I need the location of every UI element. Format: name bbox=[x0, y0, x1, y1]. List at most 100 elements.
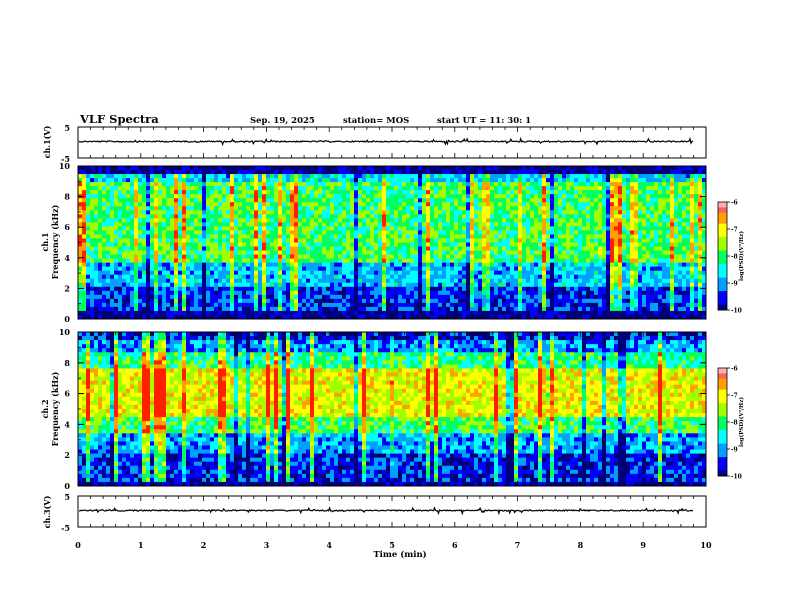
spec1-cell bbox=[330, 222, 335, 227]
spec1-cell bbox=[154, 258, 159, 264]
spec1-cell bbox=[462, 194, 467, 199]
spec1-cell bbox=[598, 198, 603, 203]
spec1-cell bbox=[218, 178, 223, 183]
spec1-cell bbox=[126, 178, 131, 183]
spec1-cell bbox=[310, 170, 315, 175]
spec1-cell bbox=[394, 250, 399, 255]
spec1-cell bbox=[126, 206, 131, 211]
spec1-cell bbox=[286, 190, 291, 195]
spec1-cell bbox=[130, 166, 135, 171]
spec1-cell bbox=[494, 310, 499, 316]
spec1-cell bbox=[302, 274, 307, 280]
spec1-cell bbox=[86, 230, 91, 235]
spec1-cell bbox=[310, 206, 315, 211]
spec1-cell bbox=[118, 246, 123, 251]
spec1-cell bbox=[178, 210, 183, 215]
spec1-cell bbox=[482, 166, 487, 171]
spec1-cell bbox=[554, 202, 559, 207]
spec1-cell bbox=[290, 230, 295, 235]
spec1-cell bbox=[210, 202, 215, 207]
spec1-cell bbox=[98, 270, 103, 276]
spec1-cell bbox=[466, 274, 471, 280]
spec1-cell bbox=[122, 290, 127, 296]
spec1-cell bbox=[334, 286, 339, 292]
spec1-cell bbox=[102, 290, 107, 296]
spec1-cell bbox=[98, 186, 103, 191]
spec1-cell bbox=[314, 194, 319, 199]
spec1-cell bbox=[130, 302, 135, 308]
spec1-cell bbox=[486, 274, 491, 280]
spec1-cell bbox=[226, 202, 231, 207]
spec1-cell bbox=[358, 306, 363, 312]
spec1-cell bbox=[178, 242, 183, 247]
spec1-cell bbox=[98, 250, 103, 255]
spec1-cell bbox=[102, 258, 107, 264]
spec1-cell bbox=[358, 190, 363, 195]
spec1-cell bbox=[594, 234, 599, 239]
spec1-cell bbox=[218, 214, 223, 219]
spec1-cell bbox=[534, 206, 539, 211]
spec1-cell bbox=[518, 234, 523, 239]
spec1-cell bbox=[494, 178, 499, 183]
spec1-cell bbox=[558, 250, 563, 255]
spec1-cell bbox=[334, 190, 339, 195]
spec1-cell bbox=[558, 238, 563, 243]
spec1-cell bbox=[234, 238, 239, 243]
spec1-cell bbox=[222, 254, 227, 260]
spec1-cell bbox=[410, 274, 415, 280]
spec1-cell bbox=[262, 254, 267, 260]
spec1-cell bbox=[114, 222, 119, 227]
spec1-cell bbox=[382, 222, 387, 227]
spec1-cell bbox=[590, 206, 595, 211]
spec1-cell bbox=[134, 314, 139, 320]
spec1-cell bbox=[518, 230, 523, 235]
spec1-cell bbox=[538, 178, 543, 183]
spec1-cell bbox=[194, 198, 199, 203]
spec1-cell bbox=[106, 218, 111, 223]
spec1-cell bbox=[506, 190, 511, 195]
spec1-cell bbox=[414, 314, 419, 320]
spec1-cell bbox=[90, 270, 95, 276]
spec1-cell bbox=[522, 242, 527, 247]
spec1-cell bbox=[390, 294, 395, 300]
spec1-cell bbox=[126, 286, 131, 292]
spec1-cell bbox=[402, 258, 407, 264]
spec1-cell bbox=[262, 198, 267, 203]
spec1-cell bbox=[178, 290, 183, 296]
spec1-cell bbox=[378, 290, 383, 296]
spec1-cell bbox=[346, 242, 351, 247]
spec1-cell bbox=[522, 302, 527, 308]
spec1-cell bbox=[354, 226, 359, 231]
spec1-cell bbox=[498, 274, 503, 280]
spec1-cell bbox=[594, 214, 599, 219]
spec1-cell bbox=[394, 282, 399, 288]
spec1-cell bbox=[586, 262, 591, 268]
spec1-cell bbox=[550, 170, 555, 175]
spec1-cell bbox=[86, 206, 91, 211]
spec1-cell bbox=[442, 310, 447, 316]
spec1-cell bbox=[598, 218, 603, 223]
spec1-cell bbox=[258, 226, 263, 231]
spec1-cell bbox=[270, 262, 275, 268]
spec1-cell bbox=[310, 294, 315, 300]
spec1-cell bbox=[406, 270, 411, 276]
spec1-cell bbox=[562, 202, 567, 207]
spec1-cell bbox=[126, 174, 131, 179]
spec1-cell bbox=[102, 266, 107, 272]
spec1-cell bbox=[98, 222, 103, 227]
spec1-cell bbox=[350, 214, 355, 219]
spec1-cell bbox=[358, 250, 363, 255]
spec1-cell bbox=[122, 218, 127, 223]
spec1-cell bbox=[386, 266, 391, 272]
spec1-cell bbox=[226, 290, 231, 296]
spec1-cell bbox=[250, 218, 255, 223]
spec1-cell bbox=[206, 258, 211, 264]
spec1-cell bbox=[194, 190, 199, 195]
spec1-cell bbox=[90, 262, 95, 268]
spec1-cell bbox=[594, 286, 599, 292]
spec1-cell bbox=[566, 266, 571, 272]
spec1-cell bbox=[362, 298, 367, 304]
spec1-cell bbox=[494, 166, 499, 171]
spec1-cell bbox=[198, 294, 203, 300]
spec1-cell bbox=[454, 238, 459, 243]
